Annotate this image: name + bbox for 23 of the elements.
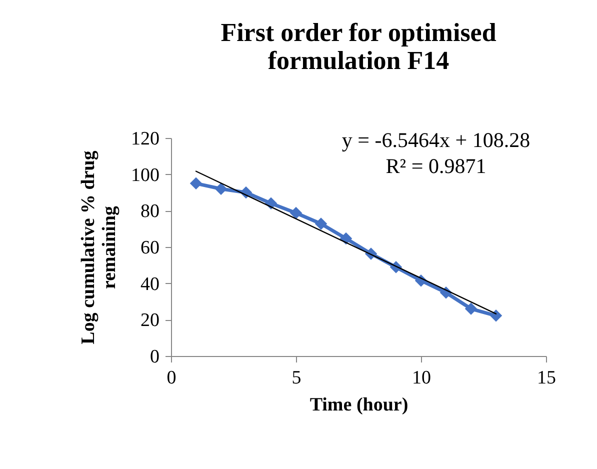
x-axis-title: Time (hour) (310, 394, 408, 416)
y-tick-label: 20 (140, 310, 160, 332)
annotation: y = -6.5464x + 108.28 (342, 128, 530, 152)
point (464, 302, 478, 315)
y-tick-label: 60 (140, 238, 160, 258)
y-tick-label: 120 (131, 128, 160, 150)
y-tick-label: 100 (131, 164, 160, 186)
point (290, 206, 302, 220)
point (214, 182, 228, 195)
x-tick-label: 5 (292, 368, 302, 388)
y-tick-label: 0 (150, 346, 160, 368)
annotation: R² = 0.9871 (386, 154, 486, 178)
point (314, 218, 328, 230)
point (190, 177, 202, 190)
x-tick-label: 0 (166, 368, 176, 388)
y-axis-title: Log cumulative % drug remaining (78, 150, 120, 344)
y-tick-label: 40 (140, 274, 160, 295)
point (340, 232, 352, 245)
point (490, 310, 502, 322)
x-tick-label: 10 (412, 368, 431, 388)
y-tick-label: 80 (140, 201, 160, 222)
chart-title: First order for optimised formulation F14 (220, 18, 497, 75)
x-tick-label: 15 (537, 368, 556, 388)
